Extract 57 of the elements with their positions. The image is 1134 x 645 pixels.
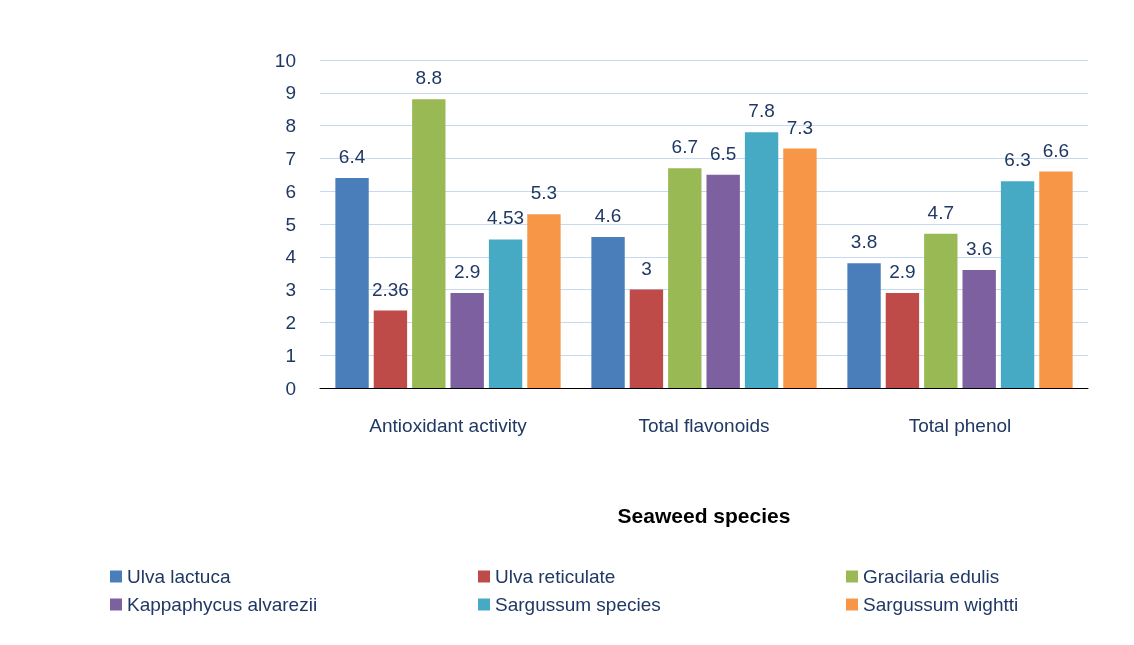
data-label: 3.6: [965, 237, 993, 259]
bar: [591, 237, 625, 388]
y-tick-label: 1: [285, 344, 296, 366]
x-tick-label: Antioxidant activity: [369, 415, 528, 436]
bar: [373, 310, 408, 388]
bar: [924, 233, 958, 388]
y-tick-label: 6: [285, 180, 296, 202]
data-label: 2.9: [889, 260, 916, 282]
y-tick-label: 0: [285, 377, 296, 399]
bar: [885, 292, 920, 388]
bar: [962, 269, 996, 388]
y-tick-label: 10: [274, 49, 296, 71]
bar: [527, 214, 561, 388]
x-tick-label: Total flavonoids: [638, 415, 770, 436]
data-label: 6.4: [338, 146, 366, 168]
data-label: 2.36: [371, 278, 409, 300]
data-label: 6.3: [1004, 149, 1031, 171]
data-label: 5.3: [530, 182, 558, 204]
legend-label: Kappaphycus alvarezii: [127, 594, 318, 615]
bar: [335, 178, 369, 388]
legend-label: Gracilaria edulis: [863, 566, 1000, 587]
x-axis-title: Seaweed species: [617, 504, 791, 527]
legend-label: Sargussum wightti: [863, 594, 1019, 615]
bar: [412, 99, 446, 388]
bar: [668, 168, 702, 388]
bar: [450, 292, 484, 388]
x-tick-label: Total phenol: [908, 415, 1012, 436]
legend-label: Sargussum species: [495, 594, 661, 615]
data-label: 6.5: [709, 142, 737, 164]
legend-label: Ulva lactuca: [127, 566, 231, 587]
data-label: 3: [641, 257, 652, 279]
bar: [1039, 171, 1073, 388]
y-tick-label: 8: [285, 115, 296, 137]
data-label: 8.8: [415, 67, 443, 89]
data-label: 3.8: [850, 231, 878, 253]
data-label: 4.53: [487, 207, 525, 229]
bar: [488, 239, 523, 388]
data-label: 4.6: [594, 205, 622, 227]
data-label: 7.3: [786, 116, 814, 138]
y-tick-label: 7: [285, 147, 296, 169]
bar: [744, 132, 779, 388]
data-label: 4.7: [927, 201, 955, 223]
y-tick-label: 5: [285, 213, 296, 235]
bar: [706, 174, 740, 388]
y-tick-label: 9: [285, 82, 296, 104]
y-tick-label: 3: [285, 279, 296, 301]
legend-label: Ulva reticulate: [495, 566, 616, 587]
data-label: 2.9: [453, 260, 481, 282]
bar: [847, 263, 881, 388]
bar: [1000, 181, 1035, 388]
data-label: 7.8: [748, 100, 775, 122]
data-label: 6.7: [671, 136, 699, 158]
data-label: 6.6: [1042, 139, 1070, 161]
bar: [629, 289, 664, 388]
y-tick-label: 2: [285, 311, 296, 333]
bar: [783, 148, 817, 388]
y-tick-label: 4: [285, 246, 297, 268]
